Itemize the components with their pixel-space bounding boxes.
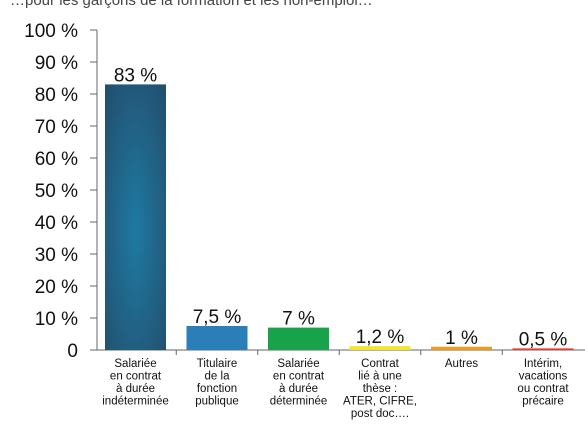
category-label: Intérim, vacations ou contrat précaire [517, 358, 569, 408]
bar [349, 346, 411, 350]
bar-value-label: 0,5 % [519, 329, 568, 350]
y-tick-label: 10 % [35, 309, 78, 330]
bar [512, 348, 574, 350]
y-tick-label: 80 % [35, 85, 78, 106]
header-note: …pour les garçons de la formation et les… [10, 0, 580, 8]
category-label: Titulaire de la fonction publique [195, 358, 238, 408]
bar-value-label: 1,2 % [356, 327, 405, 348]
bar-value-label: 83 % [114, 65, 157, 86]
y-tick-label: 90 % [35, 53, 78, 74]
y-tick-label: 0 [67, 341, 78, 362]
bar-value-label: 7 % [282, 309, 315, 330]
category-label: Autres [445, 358, 478, 370]
y-tick-label: 30 % [35, 245, 78, 266]
bar-value-label: 7,5 % [193, 307, 242, 328]
category-labels: Salariée en contrat à durée indéterminée Tit… [102, 358, 569, 420]
category-label: Salariée en contrat à durée indéterminée [102, 358, 168, 408]
value-labels: 83 % 7,5 % 7 % 1,2 % 1 % 0,5 % [114, 65, 568, 350]
bar [268, 327, 329, 350]
y-tick-label: 20 % [35, 277, 78, 298]
y-tick-label: 60 % [35, 149, 78, 170]
y-axis-ticks: 0 10 % 20 % 30 % 40 % 50 % 60 % 70 % 80 % 90 % 100… [24, 21, 97, 362]
y-tick-label: 70 % [35, 117, 78, 138]
bar [431, 346, 492, 350]
bar-value-label: 1 % [445, 328, 478, 349]
y-tick-label: 40 % [35, 213, 78, 234]
axes [96, 30, 585, 351]
bars [105, 84, 574, 355]
y-tick-label: 50 % [35, 181, 78, 202]
bar [105, 84, 166, 351]
category-label: Contrat lié à une thèse : ATER, CIFRE, post … [343, 358, 417, 420]
bar [186, 326, 248, 350]
category-label: Salariée en contrat à durée déterminée [270, 358, 328, 408]
y-tick-label: 100 % [24, 21, 78, 42]
